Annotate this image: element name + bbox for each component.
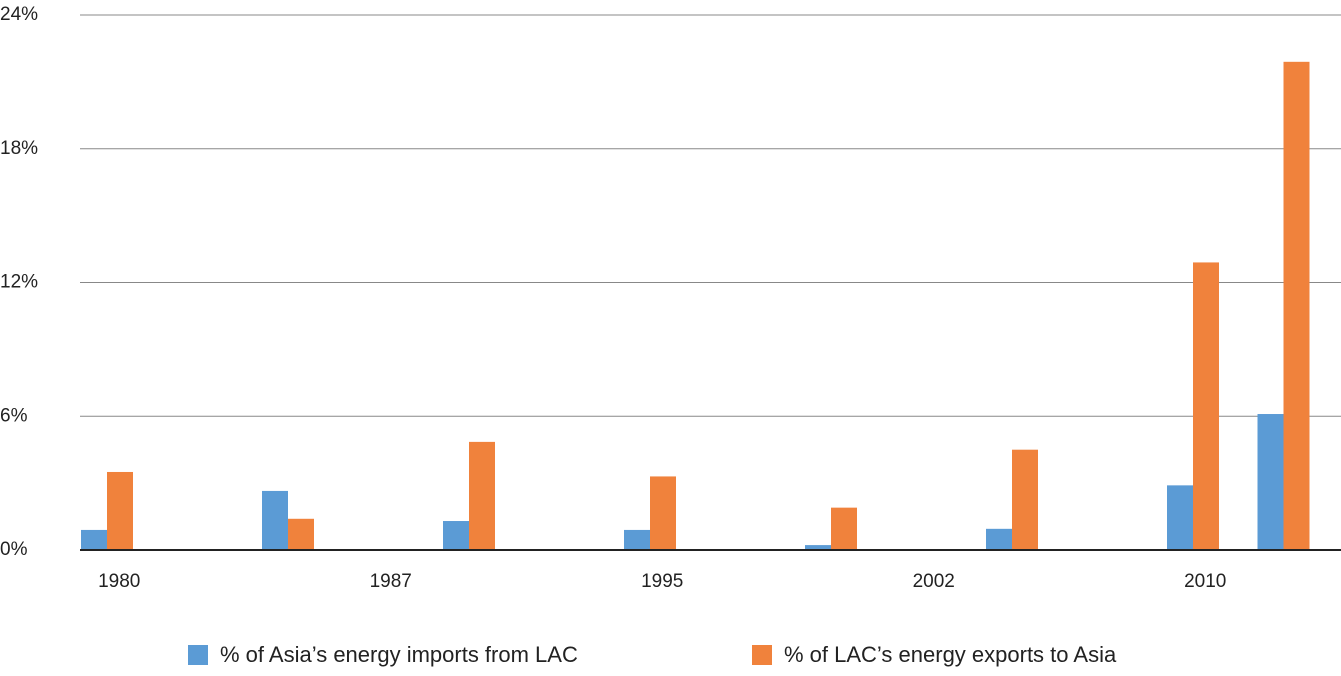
bar bbox=[1283, 61, 1310, 550]
x-tick-label: 2002 bbox=[913, 571, 955, 592]
bar bbox=[1167, 485, 1193, 550]
y-tick-label: 18% bbox=[0, 138, 38, 159]
bar bbox=[81, 529, 107, 550]
bar bbox=[624, 529, 650, 550]
bar bbox=[831, 507, 857, 550]
y-tick-label: 24% bbox=[0, 4, 38, 25]
legend-swatch bbox=[752, 645, 772, 665]
legend-label: % of LAC’s energy exports to Asia bbox=[784, 642, 1117, 667]
y-tick-label: 12% bbox=[0, 272, 38, 293]
bar bbox=[262, 490, 288, 550]
x-tick-label: 1980 bbox=[98, 571, 140, 592]
legend-swatch bbox=[188, 645, 208, 665]
legend-label: % of Asia’s energy imports from LAC bbox=[220, 642, 578, 667]
bar bbox=[443, 521, 469, 550]
y-tick-label: 6% bbox=[0, 405, 28, 426]
bar bbox=[288, 518, 314, 550]
y-tick-label: 0% bbox=[0, 539, 28, 560]
x-tick-label: 1987 bbox=[370, 571, 412, 592]
bar bbox=[107, 471, 133, 550]
bar bbox=[1193, 262, 1219, 550]
bar bbox=[1012, 449, 1038, 550]
bar bbox=[650, 476, 676, 550]
bar bbox=[986, 528, 1012, 550]
bar bbox=[1257, 414, 1284, 550]
bar bbox=[469, 441, 495, 550]
x-tick-label: 1995 bbox=[641, 571, 683, 592]
bar bbox=[805, 545, 831, 550]
x-tick-label: 2010 bbox=[1184, 571, 1226, 592]
